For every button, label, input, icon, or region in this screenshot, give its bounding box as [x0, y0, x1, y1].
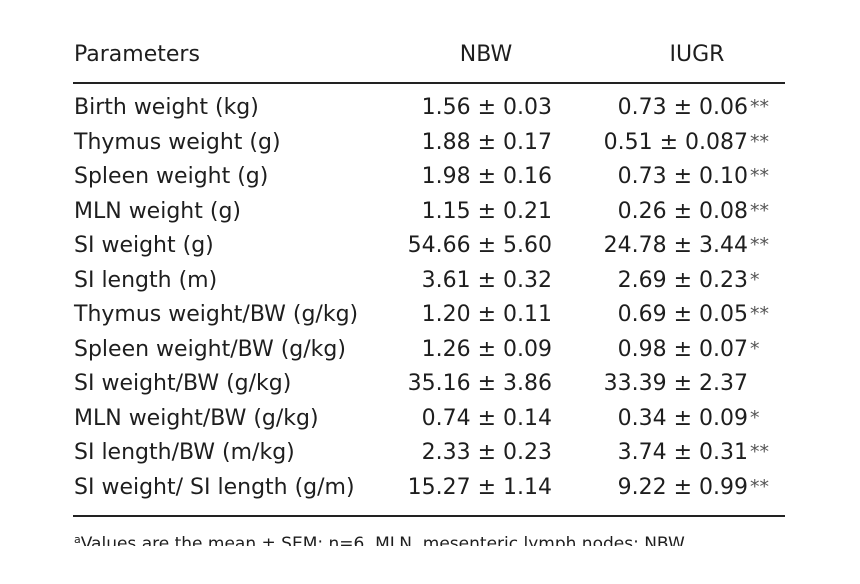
parameter-cell: SI weight (g)	[74, 233, 214, 258]
table-row: SI length/BW (m/kg) 2.33 ± 0.23 3.74 ± 0…	[0, 438, 860, 473]
parameter-cell: MLN weight/BW (g/kg)	[74, 405, 319, 431]
table-row: Thymus weight/BW (g/kg) 1.20 ± 0.11 0.69…	[0, 300, 860, 335]
table-row: MLN weight (g) 1.15 ± 0.21 0.26 ± 0.08 *…	[0, 197, 860, 232]
table-footnote: aValues are the mean ± SEM; n=6. MLN, me…	[74, 530, 786, 546]
parameter-cell: MLN weight (g)	[74, 198, 241, 224]
iugr-cell: 24.78 ± 3.44	[603, 233, 748, 258]
footnote-text: aValues are the mean ± SEM; n=6. MLN, me…	[74, 530, 685, 546]
header-iugr: IUGR	[669, 42, 725, 67]
nbw-cell: 1.98 ± 0.16	[421, 164, 552, 189]
table-row: SI weight (g) 54.66 ± 5.60 24.78 ± 3.44 …	[0, 231, 860, 266]
iugr-cell: 0.26 ± 0.08	[617, 198, 748, 224]
iugr-cell: 0.51 ± 0.087	[603, 129, 748, 155]
footnote-marker: a	[74, 533, 81, 546]
significance-marker: *	[750, 337, 760, 360]
significance-marker: *	[750, 406, 760, 429]
header-rule	[73, 82, 785, 84]
iugr-cell: 3.74 ± 0.31	[617, 440, 748, 465]
iugr-cell: 33.39 ± 2.37	[603, 371, 748, 396]
significance-marker: **	[750, 475, 769, 498]
significance-marker: **	[750, 303, 769, 325]
nbw-cell: 2.33 ± 0.23	[421, 440, 552, 465]
parameter-cell: SI length (m)	[74, 267, 218, 293]
significance-marker: **	[750, 165, 769, 187]
nbw-cell: 1.56 ± 0.03	[421, 95, 552, 120]
parameter-cell: Thymus weight (g)	[74, 129, 281, 155]
bottom-rule	[73, 515, 785, 517]
iugr-cell: 0.98 ± 0.07	[617, 336, 748, 362]
parameter-cell: SI weight/BW (g/kg)	[74, 371, 292, 396]
table-row: SI weight/BW (g/kg) 35.16 ± 3.86 33.39 ±…	[0, 369, 860, 404]
significance-marker: **	[750, 234, 769, 256]
table-body: Birth weight (kg) 1.56 ± 0.03 0.73 ± 0.0…	[0, 93, 860, 507]
nbw-cell: 0.74 ± 0.14	[421, 405, 552, 431]
significance-marker: **	[750, 441, 769, 463]
table-row: SI weight/ SI length (g/m) 15.27 ± 1.14 …	[0, 473, 860, 508]
significance-marker: **	[750, 96, 769, 118]
header-nbw: NBW	[459, 42, 513, 67]
iugr-cell: 9.22 ± 0.99	[617, 474, 748, 500]
table-row: Thymus weight (g) 1.88 ± 0.17 0.51 ± 0.0…	[0, 128, 860, 163]
footnote-body: Values are the mean ± SEM; n=6. MLN, mes…	[80, 534, 685, 546]
parameter-cell: SI weight/ SI length (g/m)	[74, 474, 355, 500]
nbw-cell: 1.26 ± 0.09	[421, 336, 552, 362]
table-row: SI length (m) 3.61 ± 0.32 2.69 ± 0.23 *	[0, 266, 860, 301]
nbw-cell: 3.61 ± 0.32	[421, 267, 552, 293]
nbw-cell: 1.88 ± 0.17	[421, 129, 552, 155]
parameter-cell: Spleen weight/BW (g/kg)	[74, 336, 346, 362]
nbw-cell: 15.27 ± 1.14	[407, 474, 552, 500]
significance-marker: **	[750, 199, 769, 222]
iugr-cell: 2.69 ± 0.23	[617, 267, 748, 293]
parameter-cell: Birth weight (kg)	[74, 95, 259, 120]
iugr-cell: 0.73 ± 0.06	[617, 95, 748, 120]
iugr-cell: 0.34 ± 0.09	[617, 405, 748, 431]
table-row: MLN weight/BW (g/kg) 0.74 ± 0.14 0.34 ± …	[0, 404, 860, 439]
parameter-cell: Thymus weight/BW (g/kg)	[74, 302, 359, 327]
iugr-cell: 0.69 ± 0.05	[617, 302, 748, 327]
nbw-cell: 1.20 ± 0.11	[421, 302, 552, 327]
significance-marker: **	[750, 130, 769, 153]
table-row: Birth weight (kg) 1.56 ± 0.03 0.73 ± 0.0…	[0, 93, 860, 128]
parameter-cell: Spleen weight (g)	[74, 164, 269, 189]
nbw-cell: 1.15 ± 0.21	[421, 198, 552, 224]
nbw-cell: 54.66 ± 5.60	[407, 233, 552, 258]
parameter-cell: SI length/BW (m/kg)	[74, 440, 295, 465]
significance-marker: *	[750, 268, 760, 291]
header-parameters: Parameters	[74, 42, 200, 67]
table-row: Spleen weight (g) 1.98 ± 0.16 0.73 ± 0.1…	[0, 162, 860, 197]
iugr-cell: 0.73 ± 0.10	[617, 164, 748, 189]
table-row: Spleen weight/BW (g/kg) 1.26 ± 0.09 0.98…	[0, 335, 860, 370]
nbw-cell: 35.16 ± 3.86	[407, 371, 552, 396]
